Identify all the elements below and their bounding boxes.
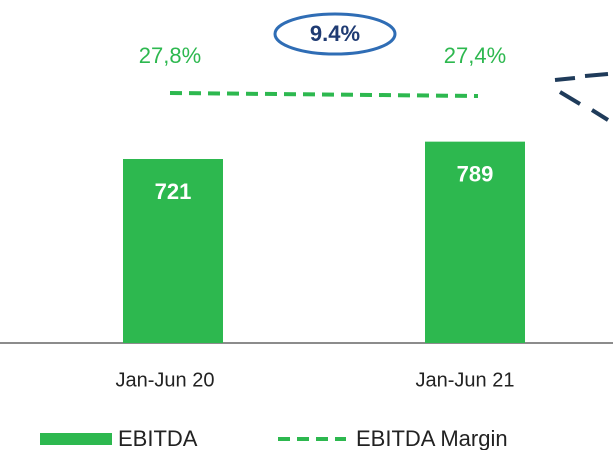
annotation-ellipse — [273, 12, 397, 56]
x-tick-label: Jan-Jun 20 — [116, 369, 215, 391]
legend-label: EBITDA Margin — [356, 426, 508, 450]
margin-label: 27,8% — [139, 43, 201, 68]
annotation: 9.4% — [310, 21, 360, 46]
margin-line — [169, 91, 479, 98]
bar-label: 721 — [155, 179, 192, 204]
legend-swatch — [40, 433, 112, 445]
bar — [123, 159, 223, 343]
margin-label: 27,4% — [444, 43, 506, 68]
bar — [425, 141, 525, 343]
legend: EBITDA EBITDA Margin — [40, 426, 508, 450]
legend-label: EBITDA — [118, 426, 198, 450]
decoration — [554, 72, 610, 122]
x-tick-label: Jan-Jun 21 — [416, 369, 515, 391]
bar-label: 789 — [457, 161, 494, 186]
